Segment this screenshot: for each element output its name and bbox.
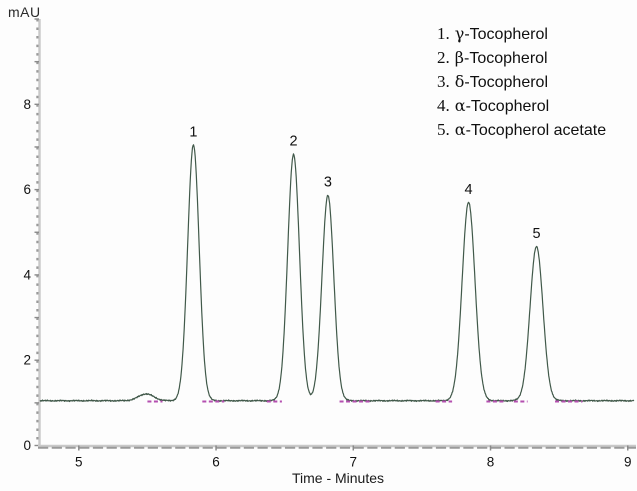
legend-item: 5. α-Tocopherol acetate bbox=[437, 118, 606, 142]
y-tick-label: 0 bbox=[23, 438, 31, 453]
legend-compound-name: -Tocopherol bbox=[464, 74, 548, 91]
legend-item: 3. δ-Tocopherol bbox=[437, 70, 606, 94]
legend-peak-number: 4. bbox=[437, 96, 450, 115]
peak-legend: 1. γ-Tocopherol 2. β-Tocopherol 3. δ-Tocoph… bbox=[437, 22, 606, 142]
legend-compound-name: -Tocopherol bbox=[464, 50, 548, 67]
legend-compound-name: -Tocopherol bbox=[465, 98, 550, 115]
legend-peak-number: 2. bbox=[437, 48, 450, 67]
peak-number-label: 3 bbox=[324, 175, 332, 191]
x-axis-title: Time - Minutes bbox=[291, 470, 385, 486]
y-tick-label: 6 bbox=[23, 182, 31, 197]
legend-greek-letter: α bbox=[454, 120, 466, 139]
peak-number-label: 4 bbox=[465, 182, 473, 198]
legend-peak-number: 3. bbox=[437, 72, 450, 91]
legend-greek-letter: α bbox=[454, 96, 466, 115]
legend-peak-number: 1. bbox=[437, 24, 450, 43]
legend-compound-name: -Tocopherol acetate bbox=[465, 122, 607, 139]
x-tick-label: 6 bbox=[212, 455, 220, 470]
legend-item: 1. γ-Tocopherol bbox=[437, 22, 606, 46]
peak-number-label: 2 bbox=[290, 134, 298, 150]
x-tick-label: 8 bbox=[487, 455, 495, 470]
x-tick-label: 9 bbox=[624, 455, 632, 470]
y-tick-label: 8 bbox=[23, 97, 31, 112]
legend-item: 2. β-Tocopherol bbox=[437, 46, 606, 70]
legend-item: 4. α-Tocopherol bbox=[437, 94, 606, 118]
x-tick-label: 5 bbox=[75, 455, 83, 470]
legend-peak-number: 5. bbox=[437, 120, 450, 139]
y-tick-label: 2 bbox=[23, 353, 31, 368]
y-tick-label: 4 bbox=[23, 267, 31, 282]
peak-number-label: 5 bbox=[532, 226, 540, 242]
y-axis-title: mAU bbox=[8, 4, 41, 20]
legend-greek-letter: γ bbox=[454, 24, 465, 43]
legend-greek-letter: δ bbox=[454, 72, 465, 91]
peak-number-label: 1 bbox=[189, 124, 197, 140]
legend-compound-name: -Tocopherol bbox=[464, 26, 548, 43]
legend-greek-letter: β bbox=[454, 48, 464, 67]
x-tick-label: 7 bbox=[350, 455, 358, 470]
chromatogram-trace bbox=[39, 144, 635, 403]
